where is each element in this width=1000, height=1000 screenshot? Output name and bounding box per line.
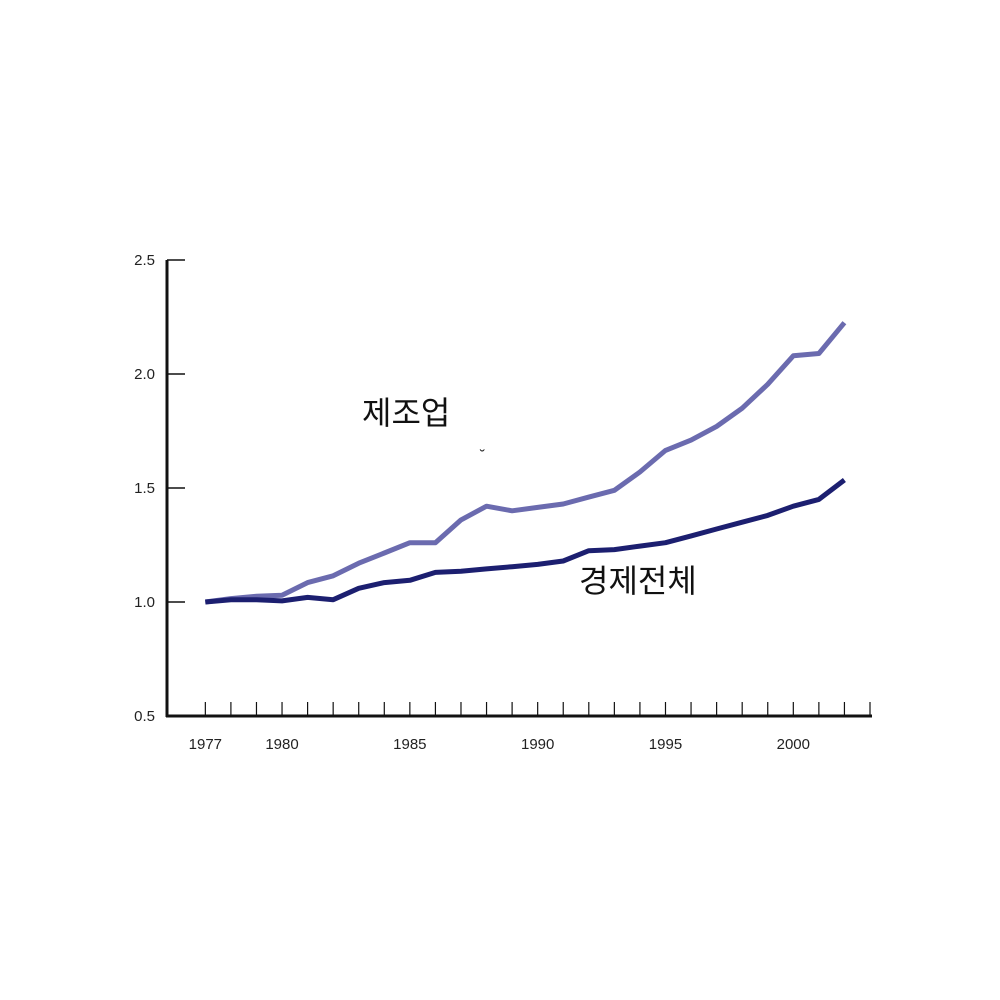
series-lines [204, 321, 847, 605]
x-tick-label: 1990 [521, 736, 554, 753]
x-tick-label: 1980 [265, 736, 298, 753]
x-tick-label: 2000 [777, 736, 810, 753]
series-label-economy: 경제전체 [579, 562, 697, 600]
y-tick-label: 1.0 [134, 594, 155, 611]
series-line-manufacturing [204, 321, 847, 605]
series-label-manufacturing: 제조업 [362, 394, 450, 432]
y-tick-label: 2.0 [134, 366, 155, 383]
series-line-economy [205, 478, 846, 605]
x-tick-label: 1995 [649, 736, 682, 753]
y-tick-label: 2.5 [134, 252, 155, 269]
y-tick-label: 0.5 [134, 708, 155, 725]
annotation-mark: ˘ [479, 447, 485, 464]
y-axis: 0.5 1.0 1.5 2.0 2.5 [134, 252, 185, 725]
x-axis: 1977 1980 1985 1990 1995 2000 [166, 702, 872, 753]
y-tick-label: 1.5 [134, 480, 155, 497]
x-tick-label: 1977 [189, 736, 222, 753]
x-tick-label: 1985 [393, 736, 426, 753]
